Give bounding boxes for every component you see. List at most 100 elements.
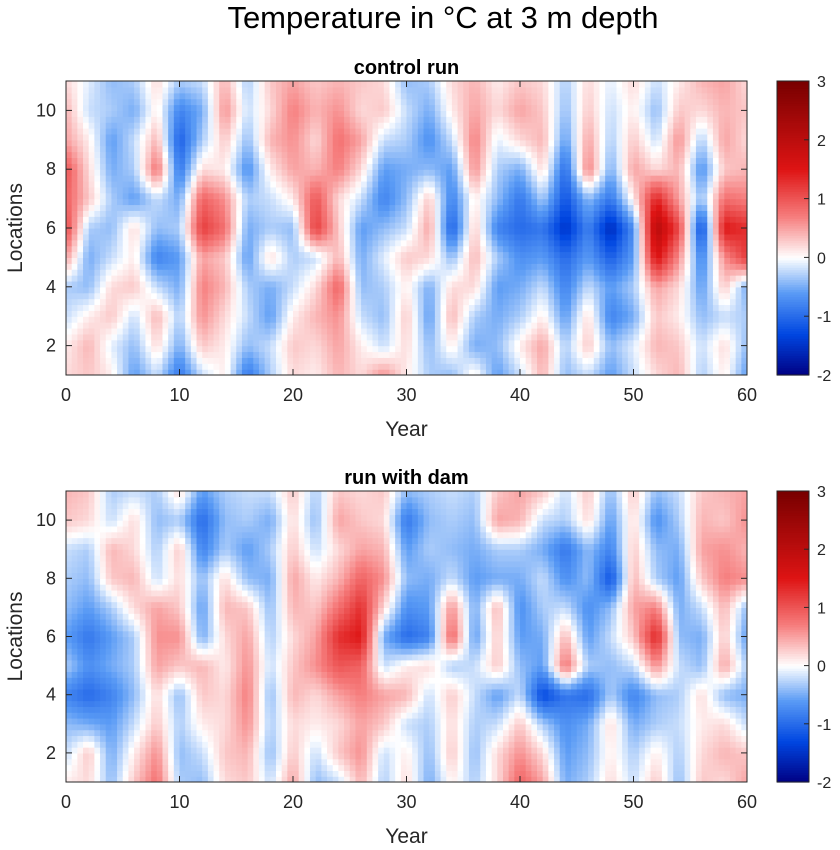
- heatmap-cell: [684, 157, 691, 164]
- heatmap-cell: [701, 145, 708, 153]
- heatmap-cell: [724, 351, 731, 358]
- heatmap-cell: [378, 198, 385, 206]
- heatmap-cell: [94, 251, 101, 258]
- heatmap-cell: [491, 286, 498, 294]
- heatmap-cell: [281, 345, 288, 353]
- heatmap-cell: [349, 157, 357, 164]
- heatmap-cell: [718, 316, 725, 323]
- heatmap-cell: [349, 298, 357, 306]
- heatmap-cell: [520, 245, 527, 253]
- heatmap-cell: [468, 298, 476, 306]
- heatmap-cell: [100, 357, 107, 364]
- heatmap-cell: [264, 257, 271, 264]
- heatmap-cell: [258, 157, 266, 164]
- heatmap-cell: [735, 169, 742, 176]
- heatmap-cell: [667, 228, 674, 235]
- heatmap-cell: [173, 133, 181, 141]
- heatmap-cell: [134, 339, 141, 347]
- heatmap-cell: [622, 316, 629, 323]
- heatmap-cell: [508, 357, 515, 364]
- heatmap-cell: [219, 269, 226, 276]
- heatmap-cell: [128, 310, 135, 317]
- heatmap-cell: [412, 251, 419, 258]
- heatmap-cell: [128, 216, 135, 223]
- heatmap-cell: [190, 257, 198, 264]
- heatmap-cell: [383, 145, 391, 153]
- heatmap-cell: [151, 245, 158, 253]
- heatmap-cell: [508, 322, 515, 329]
- heatmap-cell: [440, 339, 447, 347]
- heatmap-cell: [361, 239, 368, 247]
- heatmap-cell: [480, 145, 487, 153]
- heatmap-cell: [321, 327, 328, 335]
- heatmap-cell: [485, 345, 493, 353]
- heatmap-cell: [491, 139, 498, 147]
- heatmap-cell: [684, 286, 691, 294]
- heatmap-cell: [718, 298, 725, 306]
- heatmap-cell: [690, 304, 697, 311]
- heatmap-cell: [94, 345, 101, 353]
- heatmap-cell: [525, 322, 532, 329]
- heatmap-cell: [310, 292, 317, 300]
- heatmap-cell: [258, 116, 266, 123]
- heatmap-cell: [724, 363, 731, 370]
- heatmap-cell: [701, 251, 708, 258]
- heatmap-cell: [134, 292, 141, 300]
- heatmap-cell: [729, 198, 737, 206]
- heatmap-cell: [185, 304, 192, 311]
- heatmap-cell: [474, 228, 481, 235]
- heatmap-cell: [361, 210, 368, 217]
- heatmap-cell: [156, 280, 164, 288]
- heatmap-cell: [605, 228, 612, 235]
- heatmap-cell: [372, 145, 379, 153]
- heatmap-cell: [190, 122, 198, 129]
- heatmap-cell: [400, 163, 408, 170]
- heatmap-cell: [349, 169, 357, 176]
- heatmap-cell: [457, 228, 464, 235]
- heatmap-cell: [423, 169, 430, 176]
- heatmap-cell: [372, 228, 379, 235]
- heatmap-cell: [355, 275, 362, 282]
- heatmap-cell: [327, 327, 334, 335]
- heatmap-cell: [724, 339, 731, 347]
- heatmap-cell: [695, 269, 703, 276]
- heatmap-cell: [287, 304, 294, 311]
- heatmap-cell: [616, 369, 623, 375]
- heatmap-cell: [190, 357, 198, 364]
- heatmap-cell: [633, 351, 640, 358]
- heatmap-cell: [712, 316, 720, 323]
- heatmap-cell: [724, 257, 731, 264]
- heatmap-cell: [196, 145, 203, 153]
- heatmap-cell: [344, 298, 351, 306]
- heatmap-cell: [554, 139, 561, 147]
- heatmap-cell: [457, 204, 464, 211]
- heatmap-cell: [145, 257, 152, 264]
- heatmap-cell: [185, 233, 192, 241]
- heatmap-cell: [355, 298, 362, 306]
- heatmap-cell: [434, 222, 442, 229]
- heatmap-cell: [151, 186, 158, 194]
- heatmap-cell: [258, 345, 266, 353]
- heatmap-cell: [508, 333, 515, 341]
- heatmap-cell: [741, 316, 747, 323]
- heatmap-cell: [298, 210, 305, 217]
- heatmap-cell: [605, 163, 612, 170]
- heatmap-cell: [287, 228, 294, 235]
- heatmap-cell: [270, 257, 277, 264]
- heatmap-cell: [644, 198, 652, 206]
- heatmap-cell: [224, 345, 232, 353]
- heatmap-cell: [639, 363, 646, 370]
- heatmap-cell: [202, 333, 209, 341]
- heatmap-cell: [258, 339, 266, 347]
- heatmap-cell: [202, 310, 209, 317]
- heatmap-cell: [695, 186, 703, 194]
- heatmap-cell: [644, 357, 652, 364]
- heatmap-cell: [139, 216, 147, 223]
- heatmap-cell: [735, 245, 742, 253]
- heatmap-cell: [525, 339, 532, 347]
- heatmap-cell: [406, 233, 413, 241]
- heatmap-cell: [434, 263, 442, 270]
- heatmap-cell: [83, 175, 90, 182]
- heatmap-cell: [122, 198, 130, 206]
- heatmap-cell: [565, 245, 572, 253]
